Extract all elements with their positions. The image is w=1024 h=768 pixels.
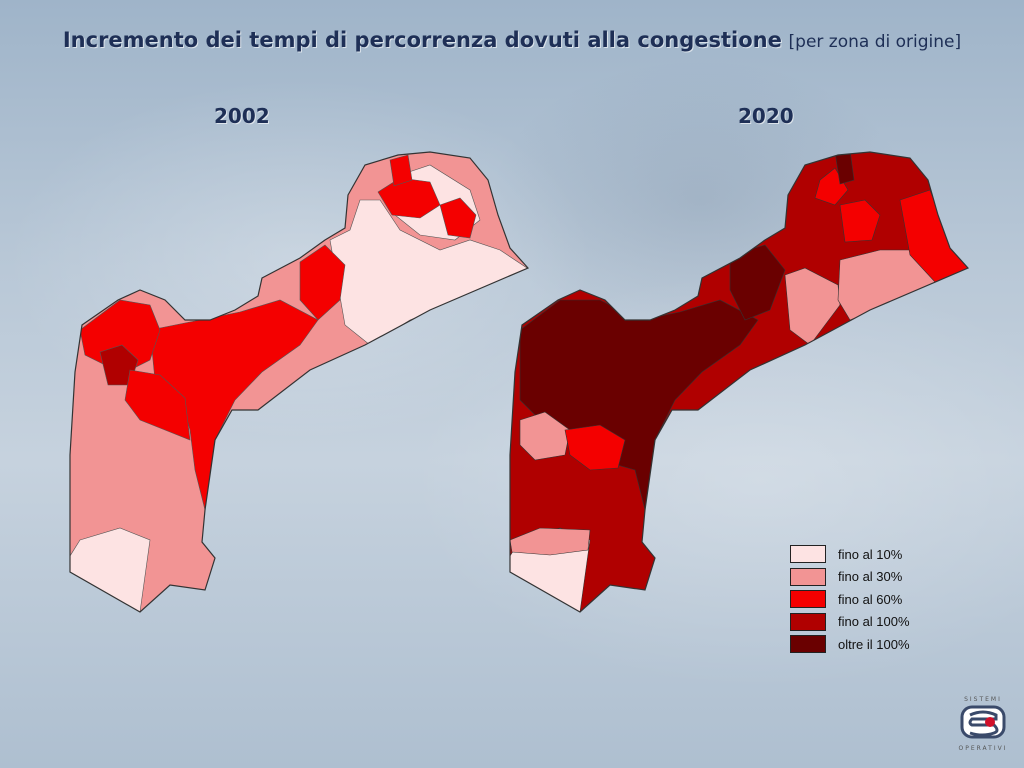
legend: fino al 10% fino al 30% fino al 60% fino… xyxy=(790,543,910,656)
zone-2020-c xyxy=(784,267,841,346)
zone-2002-j xyxy=(124,369,191,441)
legend-label: fino al 60% xyxy=(838,591,903,607)
legend-swatch xyxy=(790,635,826,654)
legend-item: fino al 30% xyxy=(790,566,910,589)
zone-2002-e xyxy=(389,154,413,187)
legend-item: oltre il 100% xyxy=(790,633,910,656)
title-subtitle: [per zona di origine] xyxy=(788,32,962,52)
map-year-2002: 2002 xyxy=(214,104,270,128)
zone-2002-f xyxy=(299,244,346,321)
legend-swatch xyxy=(790,567,826,586)
legend-swatch xyxy=(790,612,826,631)
zone-2020-i xyxy=(519,411,571,461)
logo-top-text: SISTEMI xyxy=(964,696,1002,703)
company-logo: SISTEMI OPERATIVI xyxy=(958,696,1008,752)
logo-mark-icon xyxy=(960,705,1006,739)
legend-label: oltre il 100% xyxy=(838,636,910,652)
zone-2020-h xyxy=(834,152,855,185)
zone-2020-b xyxy=(729,244,786,321)
legend-label: fino al 30% xyxy=(838,569,903,585)
legend-swatch xyxy=(790,545,826,564)
zone-2020-j xyxy=(564,424,626,471)
zone-2002-d xyxy=(439,197,477,239)
zone-2020-e xyxy=(899,189,968,283)
legend-item: fino al 10% xyxy=(790,543,910,566)
legend-swatch xyxy=(790,590,826,609)
map-year-2020: 2020 xyxy=(738,104,794,128)
legend-item: fino al 60% xyxy=(790,588,910,611)
title-main: Incremento dei tempi di percorrenza dovu… xyxy=(62,28,782,52)
legend-label: fino al 100% xyxy=(838,614,910,630)
legend-label: fino al 10% xyxy=(838,546,903,562)
legend-item: fino al 100% xyxy=(790,611,910,634)
zone-2020-l xyxy=(510,527,591,556)
page-title: Incremento dei tempi di percorrenza dovu… xyxy=(0,28,1024,52)
logo-bottom-text: OPERATIVI xyxy=(958,745,1008,752)
map-2002 xyxy=(69,151,529,613)
zone-2020-f xyxy=(839,199,881,243)
